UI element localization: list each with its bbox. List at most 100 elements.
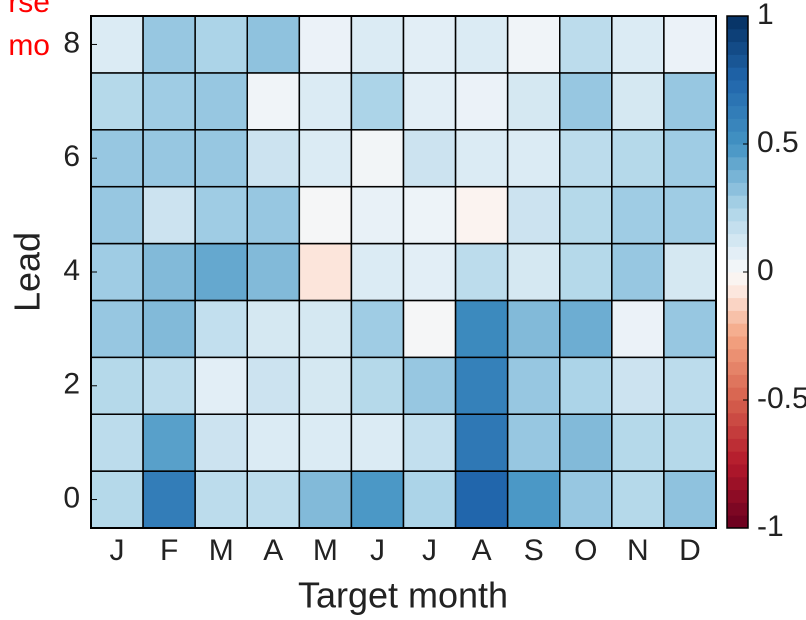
y-tick-label: 2: [63, 368, 80, 401]
x-axis-title: Target month: [298, 575, 508, 616]
colorbar-step: [727, 374, 748, 388]
colorbar-step: [727, 80, 748, 94]
heatmap-cell: [454, 129, 509, 188]
heatmap-cell: [663, 413, 717, 472]
heatmap-cell: [194, 242, 249, 302]
colorbar-step: [727, 131, 748, 145]
heatmap-cell: [611, 185, 665, 245]
heatmap-cell: [90, 15, 144, 74]
x-tick-label: M: [313, 534, 338, 567]
heatmap-cell: [142, 299, 196, 359]
heatmap-cell: [142, 185, 196, 245]
annotation: mo: [8, 29, 50, 62]
heatmap-cell: [142, 242, 196, 302]
heatmap-cell: [350, 242, 405, 302]
heatmap-cell: [663, 15, 717, 74]
colorbar-step: [727, 233, 748, 247]
heatmap-cell: [298, 185, 353, 245]
heatmap-cell: [559, 413, 613, 472]
heatmap-cell: [350, 72, 405, 131]
heatmap-cell: [142, 470, 196, 529]
heatmap-cell: [559, 185, 613, 245]
heatmap-cell: [611, 356, 665, 415]
x-tick-label: M: [209, 534, 234, 567]
heatmap-cell: [559, 72, 613, 131]
heatmap-cell: [90, 413, 144, 472]
heatmap-cell: [454, 242, 509, 302]
colorbar-step: [727, 451, 748, 465]
heatmap-cell: [454, 470, 509, 529]
heatmap-cell: [298, 413, 353, 472]
x-tick-label: J: [370, 534, 385, 567]
heatmap-cell: [298, 242, 353, 302]
x-tick-label: S: [524, 534, 544, 567]
heatmap-cell: [402, 185, 457, 245]
y-tick-label: 4: [63, 254, 80, 287]
heatmap-cell: [454, 356, 509, 415]
colorbar-step: [727, 310, 748, 324]
colorbar-step: [727, 92, 748, 107]
colorbar-step: [727, 182, 748, 196]
heatmap-cell: [194, 72, 249, 131]
heatmap-cell: [506, 129, 561, 188]
heatmap-cell: [142, 15, 196, 74]
heatmap-cell: [90, 242, 144, 302]
x-tick-label: D: [679, 534, 701, 567]
colorbar-step: [727, 16, 748, 30]
heatmap-cell: [611, 299, 665, 359]
colorbar-step: [727, 464, 748, 478]
y-tick-label: 8: [63, 26, 80, 59]
heatmap-cell: [663, 129, 717, 188]
heatmap-cell: [350, 129, 405, 188]
heatmap-cell: [194, 413, 249, 472]
colorbar-tick-label: -1: [757, 510, 784, 543]
heatmap-cell: [663, 356, 717, 415]
colorbar-tick-label: 0: [757, 254, 774, 287]
heatmap-cell: [402, 72, 457, 131]
colorbar-step: [727, 412, 748, 427]
x-tick-label: F: [160, 534, 178, 567]
colorbar-step: [727, 284, 748, 299]
heatmap-cell: [663, 185, 717, 245]
heatmap-cell: [246, 299, 301, 359]
heatmap-cell: [611, 413, 665, 472]
heatmap-cell: [506, 185, 561, 245]
colorbar-step: [727, 361, 748, 375]
heatmap-cell: [402, 242, 457, 302]
y-tick-label: 0: [63, 481, 80, 514]
heatmap-cell: [611, 129, 665, 188]
colorbar-step: [727, 502, 748, 516]
colorbar-tick-label: 1: [757, 0, 774, 31]
colorbar-step: [727, 476, 748, 491]
x-tick-label: N: [627, 534, 649, 567]
heatmap-cell: [559, 470, 613, 529]
heatmap-cell: [454, 72, 509, 131]
heatmap-cell: [298, 299, 353, 359]
colorbar-step: [727, 54, 748, 68]
heatmap-cell: [298, 15, 353, 74]
colorbar-step: [727, 156, 748, 171]
colorbar-step: [727, 336, 748, 350]
heatmap-cell: [350, 185, 405, 245]
heatmap-cell: [402, 129, 457, 188]
x-tick-label: J: [422, 534, 437, 567]
heatmap-cell: [194, 129, 249, 188]
heatmap-cell: [90, 72, 144, 131]
heatmap-cell: [454, 15, 509, 74]
heatmap-cell: [663, 470, 717, 529]
heatmap-cell: [350, 15, 405, 74]
heatmap-cell: [402, 413, 457, 472]
heatmap-cell: [246, 356, 301, 415]
annotation: rse: [8, 0, 50, 19]
colorbar-step: [727, 28, 748, 43]
heatmap-cell: [298, 356, 353, 415]
colorbar-step: [727, 400, 748, 414]
heatmap-cell: [611, 72, 665, 131]
heatmap-cell: [142, 72, 196, 131]
heatmap-cell: [90, 299, 144, 359]
x-tick-label: A: [263, 534, 283, 567]
x-tick-label: O: [574, 534, 597, 567]
heatmap-cell: [611, 242, 665, 302]
colorbar-step: [727, 220, 748, 235]
